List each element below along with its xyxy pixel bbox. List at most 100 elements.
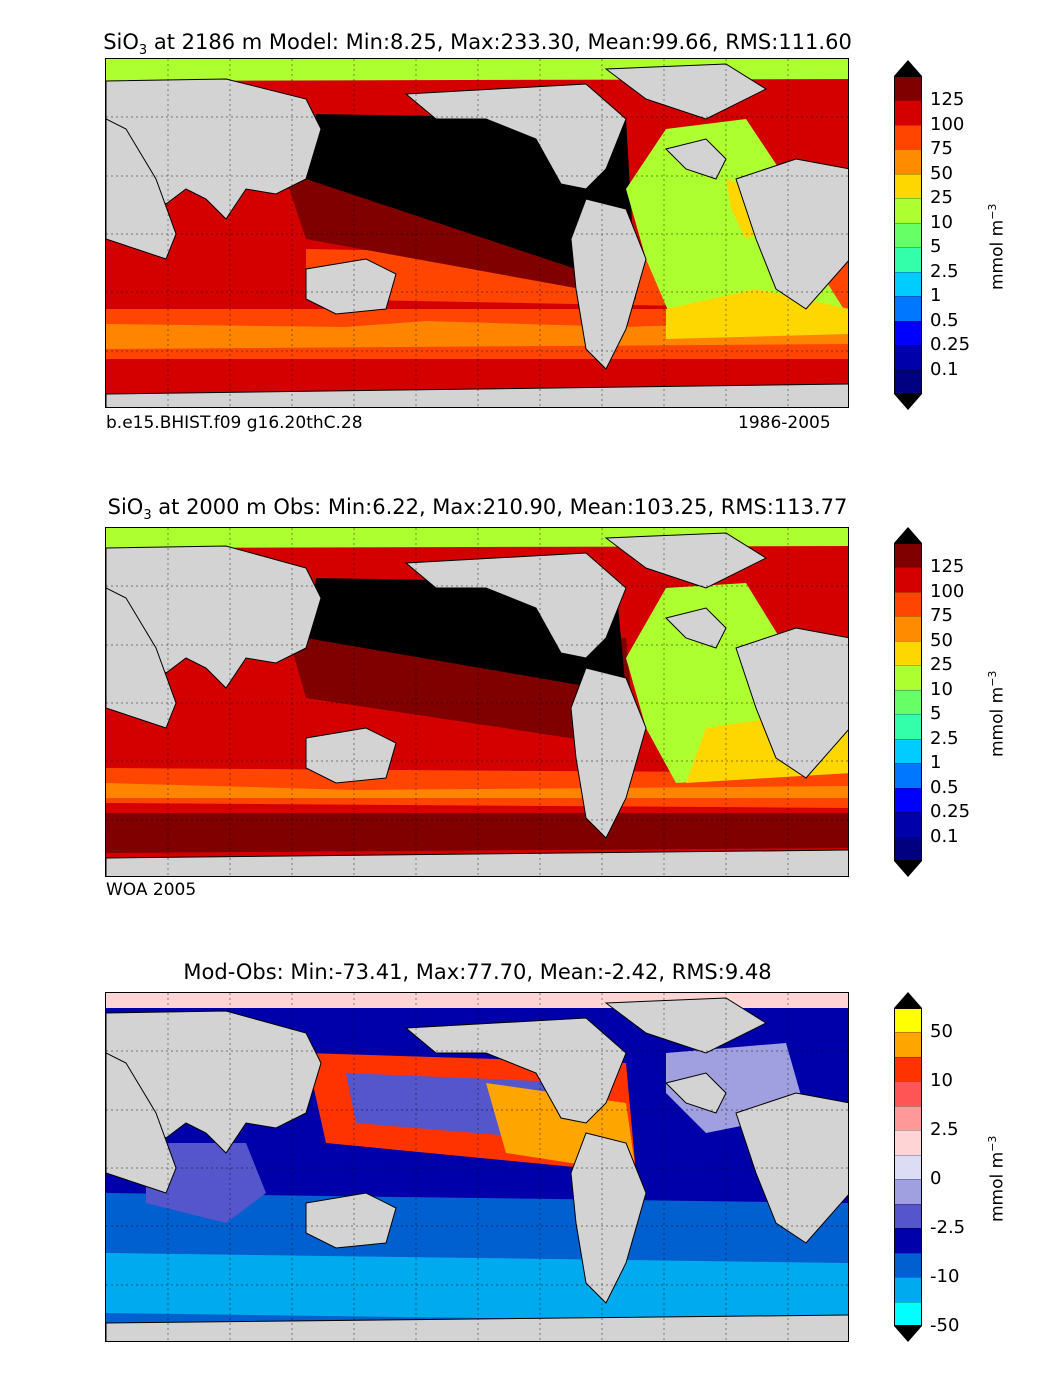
colorbar-tick-label: 50: [930, 1021, 953, 1043]
unit-text: mmol m: [987, 219, 1008, 290]
panel-title: Mod-Obs: Min:-73.41, Max:77.70, Mean:-2.…: [183, 960, 772, 984]
colorbar-tick-label: 10: [930, 211, 953, 233]
colorbar-segment: [894, 320, 922, 346]
colorbar-segment: [894, 1081, 922, 1106]
colorbar-segment: [894, 1228, 922, 1253]
colorbar-segment: [894, 1154, 922, 1180]
colorbar-tick-label: 50: [930, 162, 953, 184]
colorbar-segment: [894, 222, 922, 248]
colorbar-tick-label: 100: [930, 113, 965, 135]
colorbar-segment: [894, 1277, 922, 1302]
colorbar-tick-label: 0: [930, 1168, 942, 1190]
colorbar-segment: [894, 1301, 922, 1326]
map-obs: [105, 527, 849, 877]
colorbar-segment: [894, 1032, 922, 1057]
colorbar-tick-label: 0.5: [930, 776, 959, 798]
colorbar-unit: mmol m−3: [986, 1136, 1008, 1222]
colorbar-tick-label: 0.1: [930, 825, 959, 847]
colorbar-segment: [894, 567, 922, 592]
colorbar-segment: [894, 173, 922, 199]
panel-model: SiO3 at 2186 m Model: Min:8.25, Max:233.…: [0, 0, 1039, 470]
colorbar-tick-label: 2.5: [930, 1119, 959, 1141]
colorbar-segment: [894, 1179, 922, 1204]
colorbar-segment: [894, 616, 922, 641]
colorbar-segment: [894, 149, 922, 174]
colorbar-tick-label: 10: [930, 678, 953, 700]
colorbar-segment: [894, 1130, 922, 1155]
unit-exponent: −3: [986, 1135, 999, 1152]
colorbar-triangle-bottom: [894, 861, 922, 877]
colorbar-tick-label: 10: [930, 1070, 953, 1092]
panel-obs: SiO3 at 2000 m Obs: Min:6.22, Max:210.90…: [105, 495, 849, 900]
colorbar-tick-label: 75: [930, 138, 953, 160]
colorbar-unit: mmol m−3: [986, 671, 1008, 757]
colorbar-tick-label: -2.5: [930, 1217, 966, 1239]
colorbar-segment: [894, 1252, 922, 1278]
colorbar-triangle-bottom: [894, 394, 922, 410]
colorbar-tick-label: 2.5: [930, 260, 959, 282]
colorbar-unit: mmol m−3: [986, 204, 1008, 290]
colorbar-tick-label: -50: [930, 1315, 960, 1336]
colorbar-tick-label: 1: [930, 285, 942, 307]
colorbar-segment: [894, 689, 922, 715]
colorbar-tick-label: 5: [930, 703, 942, 725]
colorbar-segment: [894, 369, 922, 394]
colorbar-segment: [894, 1056, 922, 1082]
colorbar: [894, 543, 922, 861]
colorbar-bottom-extend: [894, 861, 922, 877]
colorbar-segment: [894, 296, 922, 321]
unit-text: mmol m: [987, 1151, 1008, 1222]
colorbar-segment: [894, 1008, 922, 1033]
colorbar-top-extend: [894, 60, 922, 76]
colorbar-segment: [894, 100, 922, 125]
footer-left: b.e15.BHIST.f09 g16.20thC.28: [106, 413, 363, 433]
colorbar-segment: [894, 591, 922, 617]
unit-exponent: −3: [986, 203, 999, 220]
colorbar-top-extend: [894, 992, 922, 1008]
colorbar-tick-label: 1: [930, 752, 942, 774]
footer-left: WOA 2005: [106, 880, 197, 900]
colorbar-triangle-top: [894, 60, 922, 76]
colorbar-triangle-bottom: [894, 1326, 922, 1342]
colorbar-tick-label: 100: [930, 580, 965, 602]
colorbar-tick-label: 0.25: [930, 334, 971, 356]
panel-title: SiO3 at 2186 m Model: Min:8.25, Max:233.…: [103, 30, 852, 59]
colorbar-tick-label: 125: [930, 89, 965, 111]
unit-exponent: −3: [986, 670, 999, 687]
colorbar-segment: [894, 763, 922, 788]
colorbar-segment: [894, 714, 922, 739]
unit-text: mmol m: [987, 686, 1008, 757]
colorbar-tick-label: 125: [930, 556, 965, 578]
colorbar-segment: [894, 738, 922, 764]
colorbar-segment: [894, 543, 922, 568]
colorbar-segment: [894, 836, 922, 861]
colorbar-tick-label: 0.1: [930, 358, 959, 380]
colorbar-top-extend: [894, 527, 922, 543]
colorbar-segment: [894, 271, 922, 297]
colorbar-segment: [894, 640, 922, 666]
colorbar-triangle-top: [894, 992, 922, 1008]
colorbar-bottom-extend: [894, 1326, 922, 1342]
colorbar-tick-label: 0.5: [930, 309, 959, 331]
colorbar-segment: [894, 198, 922, 223]
colorbar-tick-label: 50: [930, 629, 953, 651]
colorbar-tick-label: 0.25: [930, 801, 971, 823]
colorbar-tick-label: 5: [930, 236, 942, 258]
colorbar-segment: [894, 1203, 922, 1229]
map-diff: [105, 992, 849, 1342]
colorbar-segment: [894, 124, 922, 150]
colorbar-segment: [894, 787, 922, 813]
colorbar: [894, 76, 922, 394]
colorbar-tick-label: 25: [930, 654, 953, 676]
map-model: [105, 58, 849, 408]
colorbar-bottom-extend: [894, 394, 922, 410]
colorbar-segment: [894, 76, 922, 101]
footer-right: 1986-2005: [738, 413, 831, 433]
colorbar-segment: [894, 665, 922, 690]
colorbar-tick-label: -10: [930, 1266, 960, 1288]
colorbar-tick-label: 75: [930, 605, 953, 627]
colorbar-triangle-top: [894, 527, 922, 543]
panel-title: SiO3 at 2000 m Obs: Min:6.22, Max:210.90…: [107, 495, 848, 524]
colorbar-segment: [894, 247, 922, 272]
